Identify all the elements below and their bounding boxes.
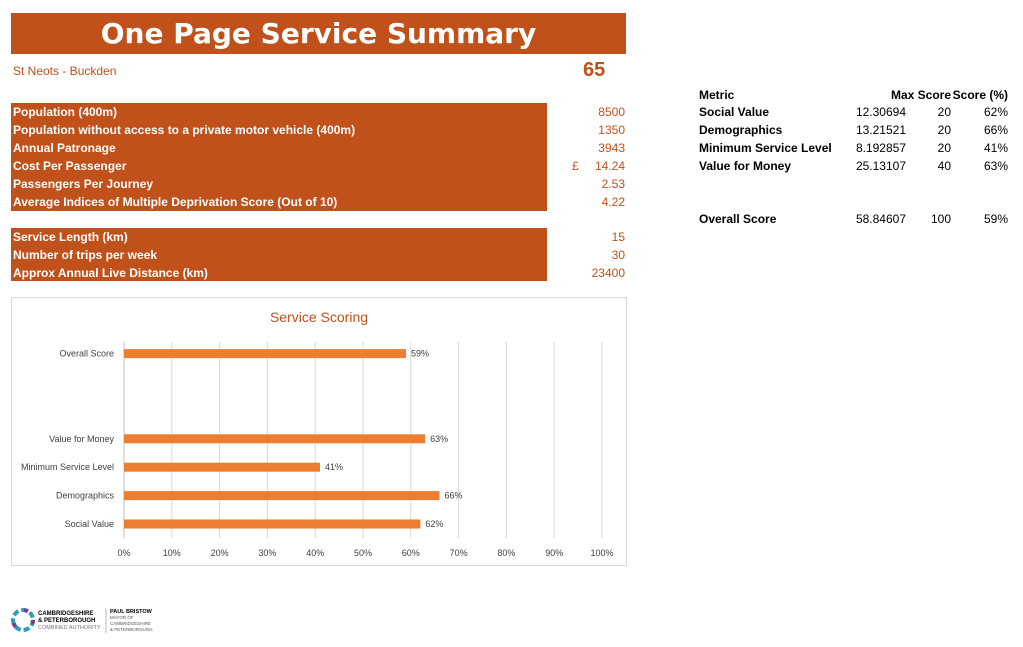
metric-cell: 20 xyxy=(937,105,951,119)
service-stats-block xyxy=(11,103,547,211)
stat-row: Cost Per Passenger £14.24 xyxy=(11,157,625,175)
stat-row: Annual Patronage 3943 xyxy=(11,139,625,157)
stat-row: Number of trips per week 30 xyxy=(11,246,625,264)
data-label: 62% xyxy=(425,519,443,529)
stat-label: Population without access to a private m… xyxy=(13,123,356,137)
stat-value: 8500 xyxy=(598,105,625,119)
metric-cell: 20 xyxy=(937,123,951,137)
category-label: Overall Score xyxy=(59,349,114,359)
currency-symbol: £ xyxy=(572,159,579,173)
data-label: 59% xyxy=(411,349,429,359)
service-length-block xyxy=(11,228,547,281)
metric-cell: Demographics xyxy=(699,123,783,137)
stat-row: Service Length (km) 15 xyxy=(11,228,625,246)
x-tick-label: 10% xyxy=(163,548,181,558)
bar xyxy=(124,462,320,472)
stat-value: 3943 xyxy=(598,141,625,155)
bar xyxy=(124,349,407,359)
data-label: 41% xyxy=(325,462,343,472)
stat-value: 23400 xyxy=(591,266,625,280)
category-label: Demographics xyxy=(56,491,115,501)
svg-text:& PETERBOROUGH: & PETERBOROUGH xyxy=(38,618,95,624)
metric-cell: 59% xyxy=(983,212,1008,226)
metric-cell: Social Value xyxy=(699,105,770,119)
total-score: 65 xyxy=(583,59,606,81)
data-label: 66% xyxy=(444,491,462,501)
svg-text:& PETERBOROUGH: & PETERBOROUGH xyxy=(110,627,153,632)
svg-text:CAMBRIDGESHIRE: CAMBRIDGESHIRE xyxy=(110,621,151,626)
bar xyxy=(124,434,426,444)
stat-value: 14.24 xyxy=(594,159,625,173)
x-tick-label: 60% xyxy=(402,548,420,558)
category-label: Social Value xyxy=(65,519,114,529)
metric-cell: 66% xyxy=(983,123,1008,137)
stat-label: Average Indices of Multiple Deprivation … xyxy=(13,195,338,209)
metric-cell: 63% xyxy=(983,159,1008,173)
x-tick-label: 90% xyxy=(545,548,563,558)
chart-svg: Service Scoring 0% 10% 20% 30% 40% 50% 60% 70% 80… xyxy=(21,309,614,558)
stat-row: Population (400m) 8500 xyxy=(11,103,625,121)
metric-header: Metric xyxy=(699,88,735,102)
stat-row: Passengers Per Journey 2.53 xyxy=(11,175,625,193)
metric-header: Max Score xyxy=(890,88,951,102)
data-label: 63% xyxy=(430,434,448,444)
metric-cell: 8.192857 xyxy=(855,141,906,155)
svg-text:CAMBRIDGESHIRE: CAMBRIDGESHIRE xyxy=(38,611,93,617)
x-tick-label: 40% xyxy=(306,548,324,558)
stat-label: Approx Annual Live Distance (km) xyxy=(13,266,208,280)
x-tick-label: 0% xyxy=(117,548,130,558)
stat-row: Population without access to a private m… xyxy=(11,121,625,139)
metric-cell: Minimum Service Level xyxy=(699,141,832,155)
stat-value: 15 xyxy=(611,230,625,244)
page-title: One Page Service Summary xyxy=(11,13,626,54)
stat-row: Average Indices of Multiple Deprivation … xyxy=(11,193,625,211)
metric-header: Score (%) xyxy=(952,88,1008,102)
chart-title: Service Scoring xyxy=(270,309,368,325)
svg-text:PAUL BRISTOW: PAUL BRISTOW xyxy=(110,609,153,615)
stat-label: Service Length (km) xyxy=(13,230,128,244)
stat-row: Approx Annual Live Distance (km) 23400 xyxy=(11,264,625,282)
x-tick-label: 80% xyxy=(497,548,515,558)
bar xyxy=(124,519,421,529)
metric-cell: 58.84607 xyxy=(855,212,906,226)
route-name: St Neots - Buckden xyxy=(13,64,117,78)
category-label: Value for Money xyxy=(49,434,114,444)
stat-label: Population (400m) xyxy=(13,105,118,119)
metric-cell: 100 xyxy=(930,212,951,226)
metric-cell: 25.13107 xyxy=(855,159,906,173)
stat-label: Passengers Per Journey xyxy=(13,177,154,191)
svg-text:COMBINED AUTHORITY: COMBINED AUTHORITY xyxy=(38,625,101,631)
stat-value: 30 xyxy=(611,248,625,262)
x-tick-label: 30% xyxy=(258,548,276,558)
stat-value: 1350 xyxy=(598,123,625,137)
service-scoring-chart: Service Scoring 0% 10% 20% 30% 40% 50% 60% 70% 80… xyxy=(11,297,627,566)
bar xyxy=(124,491,440,501)
metric-cell: Overall Score xyxy=(699,212,777,226)
metric-cell: 41% xyxy=(983,141,1008,155)
x-tick-label: 20% xyxy=(211,548,229,558)
stat-label: Number of trips per week xyxy=(13,248,158,262)
logo-swirl-icon xyxy=(11,608,35,632)
stat-label: Annual Patronage xyxy=(13,141,116,155)
combined-authority-logo: CAMBRIDGESHIRE & PETERBOROUGH COMBINED A… xyxy=(10,603,160,637)
svg-text:MAYOR OF: MAYOR OF xyxy=(110,615,134,620)
stat-value: 2.53 xyxy=(601,177,625,191)
stat-value: 4.22 xyxy=(601,195,625,209)
metric-cell: 12.30694 xyxy=(855,105,906,119)
x-tick-label: 70% xyxy=(450,548,468,558)
x-tick-label: 100% xyxy=(590,548,613,558)
stat-label: Cost Per Passenger xyxy=(13,159,127,173)
metric-cell: 40 xyxy=(937,159,951,173)
metric-cell: 13.21521 xyxy=(855,123,906,137)
x-tick-label: 50% xyxy=(354,548,372,558)
metric-cell: 62% xyxy=(983,105,1008,119)
metric-cell: Value for Money xyxy=(699,159,792,173)
metric-cell: 20 xyxy=(937,141,951,155)
category-label: Minimum Service Level xyxy=(21,462,114,472)
